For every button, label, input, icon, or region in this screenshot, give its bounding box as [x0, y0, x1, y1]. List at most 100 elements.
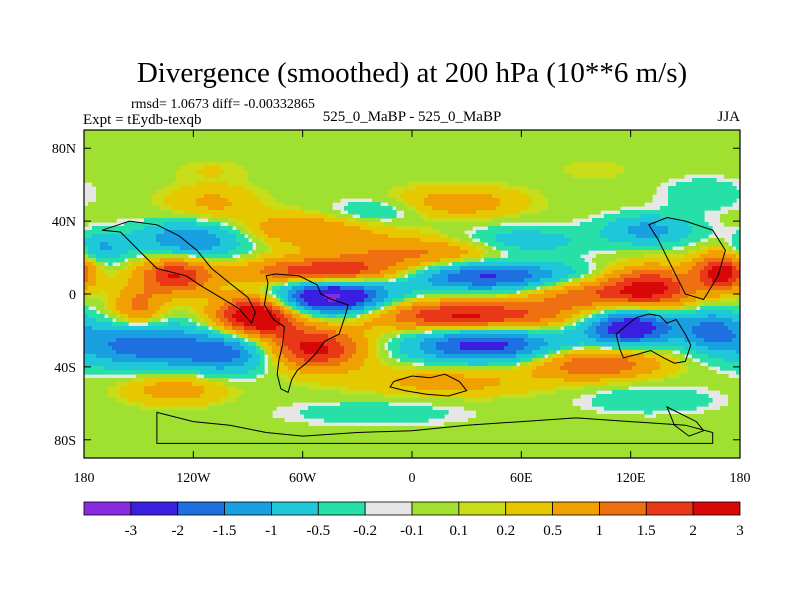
field-cell: [264, 350, 269, 355]
field-cell: [608, 326, 657, 331]
field-cell: [608, 266, 625, 271]
field-cell: [120, 254, 137, 259]
field-cell: [424, 270, 441, 275]
field-cell: [88, 202, 153, 207]
field-cell: [616, 306, 641, 311]
field-cell: [708, 346, 740, 351]
field-cell: [496, 206, 529, 211]
field-cell: [204, 390, 229, 395]
field-cell: [732, 258, 740, 263]
field-cell: [548, 342, 581, 347]
field-cell: [640, 274, 661, 279]
field-cell: [564, 378, 601, 383]
field-cell: [640, 338, 669, 343]
field-cell: [212, 330, 221, 335]
field-cell: [564, 282, 569, 287]
field-cell: [84, 318, 97, 323]
field-cell: [240, 342, 249, 347]
field-cell: [116, 318, 125, 323]
field-cell: [328, 286, 341, 291]
field-cell: [128, 250, 173, 255]
field-cell: [348, 310, 365, 315]
field-cell: [560, 278, 569, 283]
field-cell: [372, 298, 385, 303]
field-cell: [556, 246, 673, 251]
field-cell: [292, 286, 305, 291]
field-cell: [324, 294, 341, 299]
field-cell: [580, 278, 585, 283]
field-cell: [604, 270, 613, 275]
field-cell: [228, 182, 253, 187]
field-cell: [84, 306, 89, 311]
field-cell: [680, 362, 685, 367]
field-cell: [204, 386, 229, 391]
colorbar-swatch: [552, 501, 600, 516]
field-cell: [608, 382, 633, 387]
field-cell: [360, 314, 365, 319]
field-cell: [520, 366, 537, 371]
field-cell: [564, 354, 645, 359]
field-cell: [192, 306, 205, 311]
field-cell: [432, 226, 473, 231]
field-cell: [188, 262, 209, 267]
field-cell: [244, 362, 261, 367]
field-cell: [540, 266, 573, 271]
field-cell: [480, 254, 485, 259]
field-cell: [152, 294, 261, 299]
field-cell: [224, 382, 293, 387]
field-cell: [276, 298, 281, 303]
field-cell: [628, 226, 669, 231]
field-cell: [132, 298, 149, 303]
field-cell: [228, 218, 237, 223]
field-cell: [492, 398, 573, 403]
y-tick-label: 40S: [54, 361, 76, 376]
field-cell: [532, 374, 637, 379]
field-cell: [216, 326, 225, 331]
field-cell: [720, 218, 740, 223]
field-cell: [292, 294, 301, 299]
field-cell: [528, 342, 549, 347]
field-cell: [404, 214, 421, 219]
field-cell: [680, 282, 705, 287]
field-cell: [380, 338, 389, 343]
field-cell: [256, 342, 261, 347]
field-cell: [424, 318, 505, 323]
field-cell: [616, 218, 681, 223]
field-cell: [368, 342, 377, 347]
field-cell: [364, 334, 381, 339]
field-cell: [208, 270, 261, 275]
field-cell: [84, 254, 89, 259]
field-cell: [348, 202, 381, 207]
field-cell: [436, 262, 449, 267]
field-cell: [416, 270, 425, 275]
field-cell: [472, 234, 497, 239]
colorbar-swatch: [411, 501, 460, 516]
field-cell: [328, 298, 337, 303]
colorbar-label: -2: [171, 523, 184, 539]
field-cell: [584, 278, 597, 283]
field-cell: [92, 326, 197, 331]
field-cell: [84, 262, 93, 267]
field-cell: [100, 242, 109, 247]
field-cell: [460, 346, 505, 351]
field-cell: [196, 274, 213, 279]
field-cell: [408, 202, 425, 207]
field-cell: [232, 298, 261, 303]
field-cell: [172, 250, 229, 255]
field-cell: [664, 282, 681, 287]
field-cell: [732, 238, 740, 243]
field-cell: [504, 318, 541, 323]
field-cell: [244, 226, 249, 231]
field-cell: [356, 350, 369, 355]
field-cell: [500, 198, 533, 203]
field-cell: [116, 398, 129, 403]
field-cell: [324, 342, 341, 347]
field-cell: [144, 258, 161, 263]
field-cell: [152, 266, 165, 271]
field-cell: [596, 266, 605, 271]
field-cell: [668, 322, 701, 327]
field-cell: [604, 274, 621, 279]
field-cell: [240, 334, 249, 339]
field-cell: [84, 286, 89, 291]
